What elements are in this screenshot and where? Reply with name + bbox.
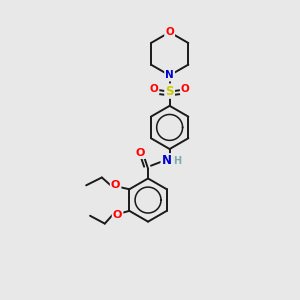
Text: O: O <box>136 148 145 158</box>
Text: N: N <box>165 70 174 80</box>
Text: O: O <box>181 84 190 94</box>
Text: O: O <box>165 27 174 37</box>
Text: S: S <box>165 85 174 98</box>
Text: O: O <box>111 180 120 190</box>
Text: O: O <box>150 84 158 94</box>
Text: O: O <box>113 210 122 220</box>
Text: N: N <box>162 154 172 167</box>
Text: H: H <box>173 156 181 166</box>
